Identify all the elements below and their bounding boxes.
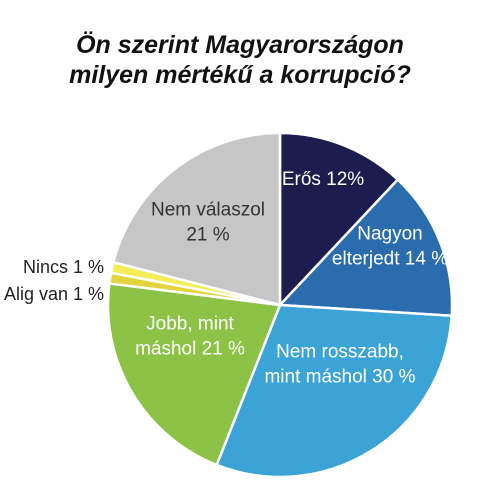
slice-label-nem-valaszol: Nem válaszol 21 %	[151, 200, 265, 246]
slice-label-line: Jobb, mint	[146, 314, 234, 335]
slice-label-nem-rosszabb: Nem rosszabb, mint máshol 30 %	[264, 342, 415, 388]
pie-slice-nem-valaszol	[112, 131, 282, 307]
slice-label-line: Erős 12%	[282, 169, 364, 190]
chart-title: Ön szerint Magyarországon milyen mértékű…	[0, 30, 480, 90]
slice-label-line: Alig van 1 %	[4, 284, 104, 304]
slice-label-nagyon: Nagyon elterjedt 14 %	[332, 224, 448, 270]
pie-slice-eros-12	[278, 131, 399, 307]
slice-label-line: máshol 21 %	[135, 338, 245, 359]
slice-label-line: Nem rosszabb,	[276, 342, 404, 363]
slice-label-line: elterjedt 14 %	[332, 248, 448, 269]
slice-label-line: 21 %	[186, 224, 229, 245]
slice-label-eros-12: Erős 12%	[282, 169, 364, 190]
slice-label-alig-van-1: Alig van 1 %	[4, 284, 104, 304]
chart-title-line-2: milyen mértékű a korrupció?	[69, 61, 411, 89]
slice-label-line: Nem válaszol	[151, 200, 265, 221]
slice-label-jobb-mint: Jobb, mint máshol 21 %	[135, 314, 245, 360]
pie-slice-nem-rosszabb	[215, 303, 453, 479]
pie-slice-nagyon	[278, 178, 454, 318]
slice-label-line: Nagyon	[357, 224, 423, 245]
slice-label-line: Nincs 1 %	[23, 257, 104, 277]
pie-slice-jobb-mint	[106, 282, 282, 467]
slice-label-line: mint máshol 30 %	[264, 366, 415, 387]
slice-label-nincs-1: Nincs 1 %	[23, 257, 104, 277]
chart-title-line-1: Ön szerint Magyarországon	[76, 31, 404, 59]
